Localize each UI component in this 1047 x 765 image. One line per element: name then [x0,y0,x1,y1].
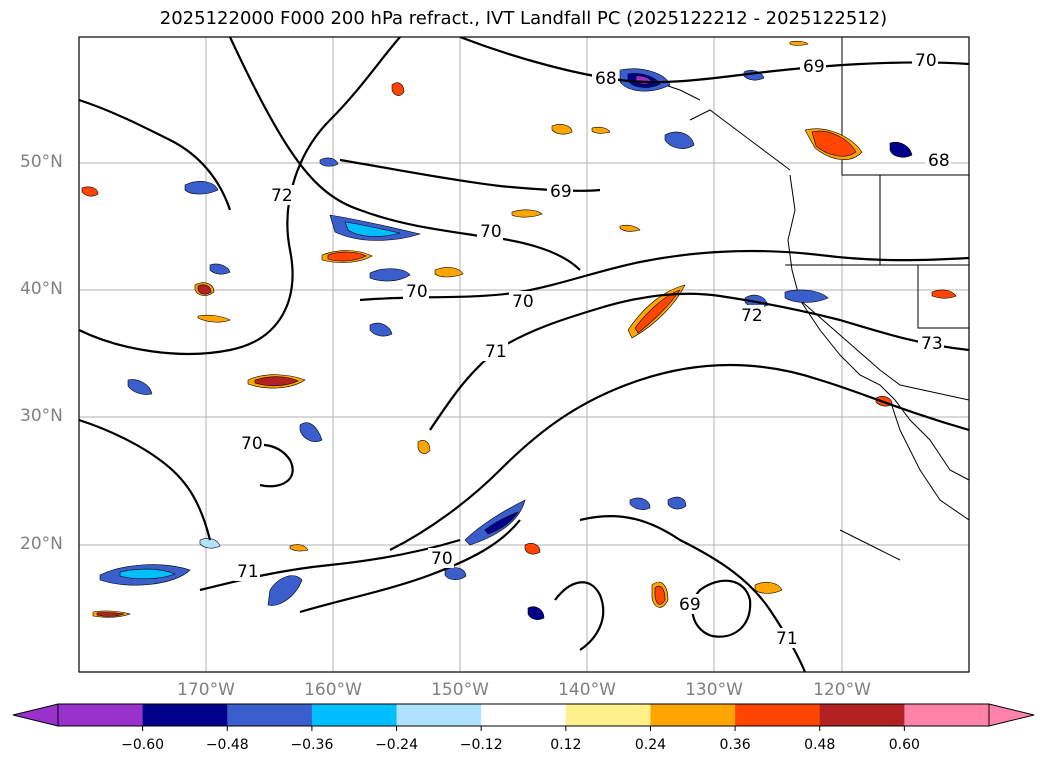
colorbar-segment [904,704,990,726]
lat-label-20n: 20°N [20,534,63,554]
contour-label-71: 71 [776,629,798,649]
colorbar-tick-label: −0.60 [121,737,165,753]
map-panel: 68 69 70 69 70 70 70 71 72 72 70 71 70 [78,36,970,673]
contour-label-70: 70 [431,549,453,569]
contour-label-70: 70 [915,51,937,71]
colorbar-segment [819,704,905,726]
colorbar-segment [481,704,567,726]
lon-label-140w: 140°W [558,680,616,700]
contour-label-69: 69 [679,595,701,615]
lat-label-30n: 30°N [20,406,63,426]
colorbar-tick-label: 0.60 [888,737,920,753]
colorbar-segment [565,704,651,726]
lon-label-160w: 160°W [304,680,362,700]
refractivity-shading [81,40,957,620]
map-gridlines [79,37,969,672]
colorbar-tick-label: 0.48 [804,737,836,753]
contour-label-71: 71 [485,342,507,362]
map-frame [78,36,970,673]
colorbar-segment [227,704,313,726]
colorbar-segment [58,704,144,726]
colorbar-segment [142,704,228,726]
colorbar-segment [311,704,398,726]
contour-label-72: 72 [271,186,293,206]
colorbar-tick-label: −0.24 [375,737,418,753]
colorbar-tick-label: 0.36 [719,737,751,753]
colorbar-segments [13,704,1034,726]
colorbar-tick-label: 0.24 [634,737,667,753]
contour-label-70: 70 [512,292,534,312]
lat-label-50n: 50°N [20,152,63,172]
lon-label-150w: 150°W [431,680,489,700]
colorbar-extend-low [13,704,58,726]
colorbar-tick-label: −0.12 [459,737,503,753]
contour-label-70: 70 [406,282,428,302]
colorbar-segment [396,704,482,726]
colorbar-tick-label: −0.48 [205,737,249,753]
lat-label-40n: 40°N [20,279,63,299]
colorbar-tick-label: −0.36 [290,737,334,753]
lon-label-130w: 130°W [685,680,743,700]
contour-label-73: 73 [921,334,943,354]
lon-label-120w: 120°W [813,680,871,700]
contour-label-71: 71 [237,562,259,582]
lon-label-170w: 170°W [177,680,235,700]
contour-labels: 68 69 70 69 70 70 70 71 72 72 70 71 70 [234,50,951,649]
contour-label-69: 69 [803,57,825,77]
colorbar-segment [650,704,736,726]
contour-label-69: 69 [550,182,572,202]
map-title: 2025122000 F000 200 hPa refract., IVT La… [159,8,888,29]
colorbar-segment [735,704,821,726]
colorbar-extend-high [989,704,1034,726]
contour-label-70: 70 [241,434,263,454]
contour-label-68: 68 [595,69,617,89]
contour-label-70: 70 [480,222,502,242]
contour-label-68: 68 [928,151,950,171]
contour-label-72: 72 [741,306,763,326]
colorbar-tick-label: 0.12 [550,737,582,753]
